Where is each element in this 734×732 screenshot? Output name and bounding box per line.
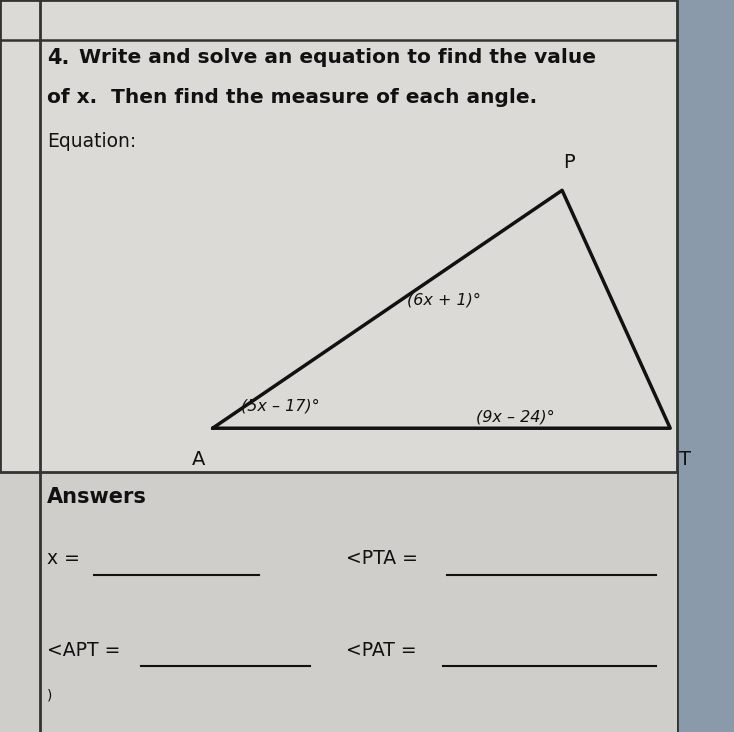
Text: of x.  Then find the measure of each angle.: of x. Then find the measure of each angl… bbox=[47, 88, 537, 107]
Text: <APT =: <APT = bbox=[47, 640, 126, 660]
Text: (6x + 1)°: (6x + 1)° bbox=[407, 293, 481, 307]
Text: P: P bbox=[564, 153, 575, 172]
Text: 4.: 4. bbox=[47, 48, 69, 67]
Text: ): ) bbox=[47, 688, 52, 702]
Text: <PTA =: <PTA = bbox=[346, 549, 424, 568]
Text: T: T bbox=[679, 450, 691, 469]
FancyBboxPatch shape bbox=[0, 0, 677, 732]
Text: Equation:: Equation: bbox=[47, 132, 136, 151]
Text: (9x – 24)°: (9x – 24)° bbox=[476, 410, 554, 425]
Text: A: A bbox=[192, 450, 205, 469]
Text: x =: x = bbox=[47, 549, 86, 568]
Text: Answers: Answers bbox=[47, 487, 147, 507]
Text: (5x – 17)°: (5x – 17)° bbox=[241, 399, 320, 414]
FancyBboxPatch shape bbox=[0, 472, 677, 732]
Text: <PAT =: <PAT = bbox=[346, 640, 423, 660]
Text: Write and solve an equation to find the value: Write and solve an equation to find the … bbox=[65, 48, 596, 67]
